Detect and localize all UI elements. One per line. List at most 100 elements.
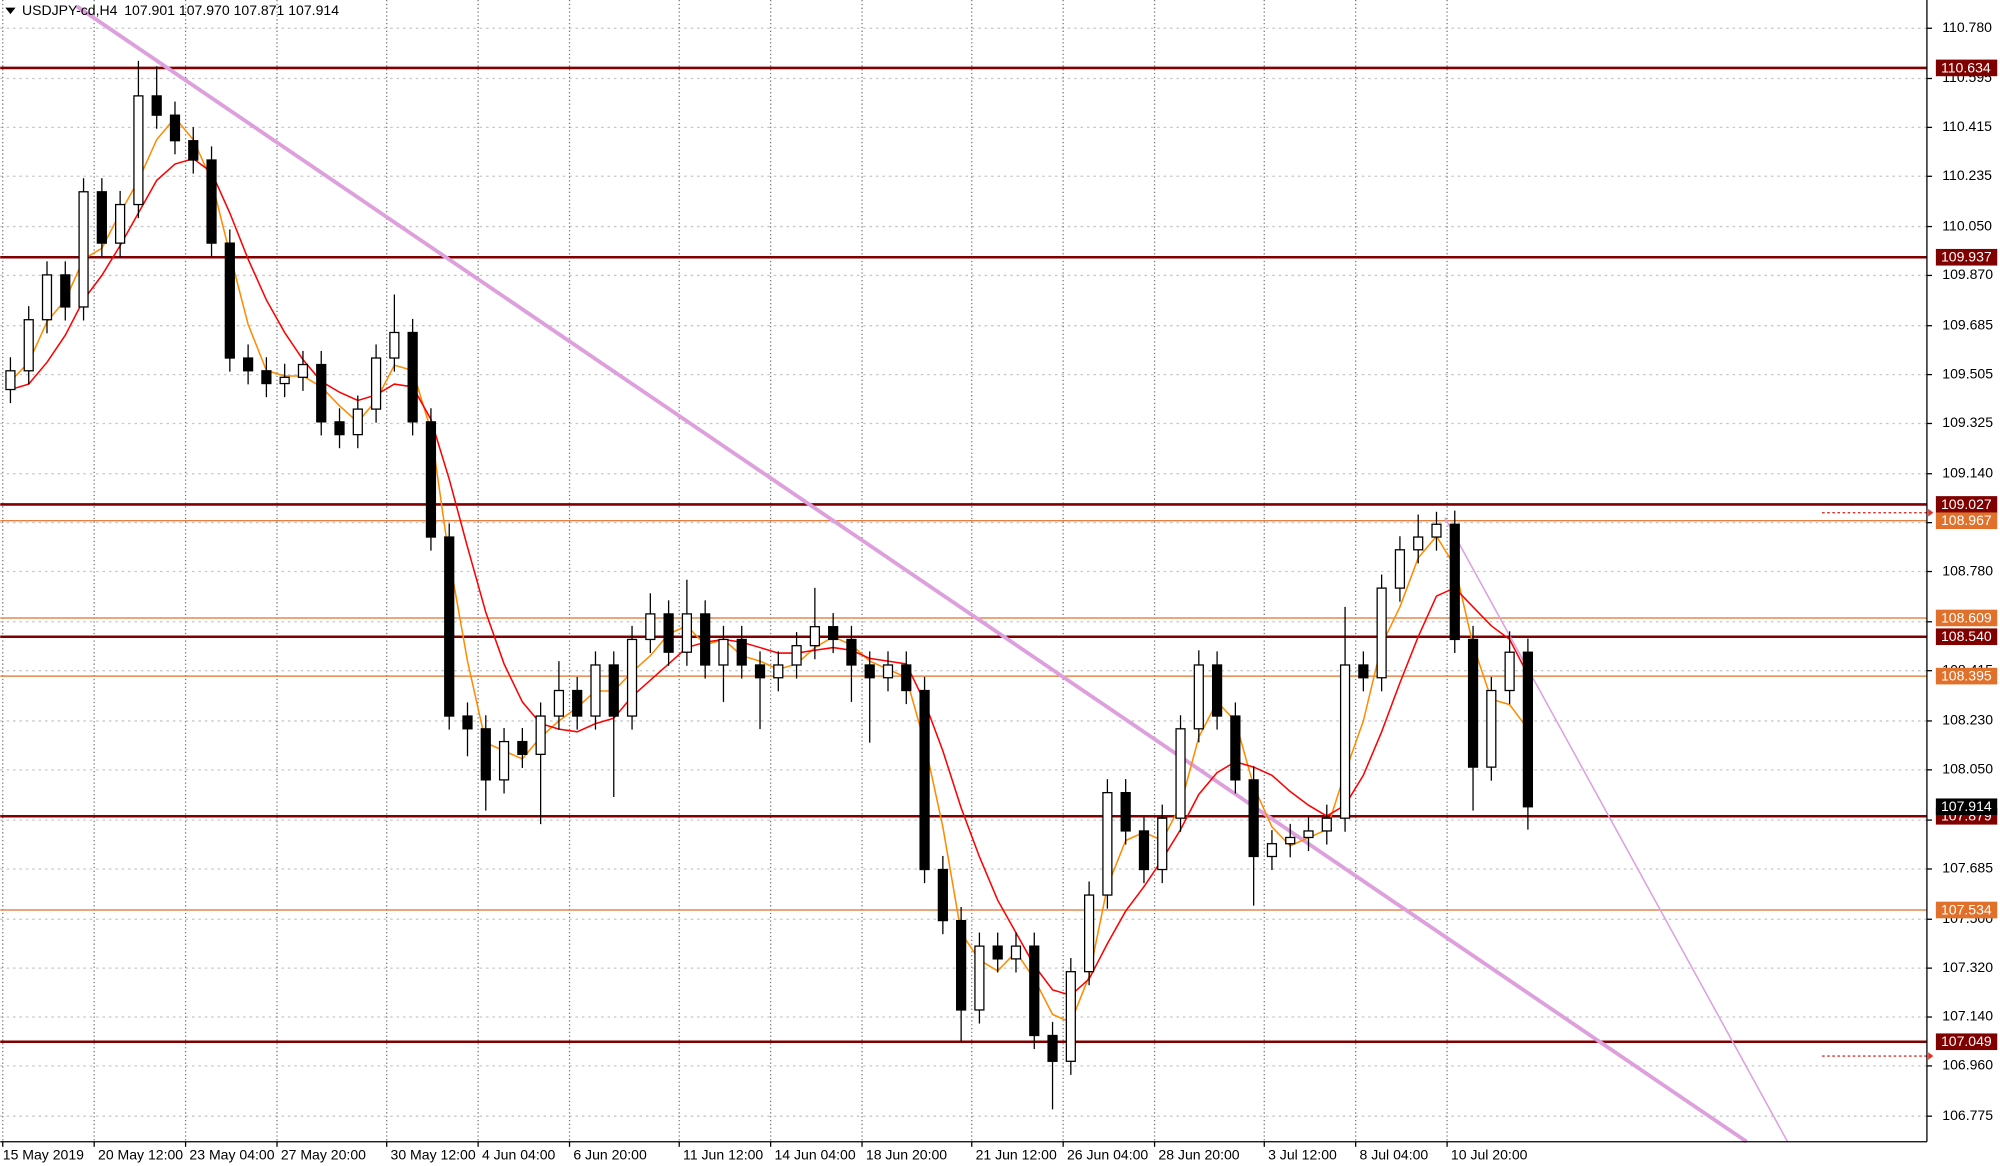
candle-body [1504,651,1515,692]
trend-line [1444,517,1789,1143]
candle-body [151,95,162,116]
x-tick-label: 3 Jul 12:00 [1268,1146,1337,1162]
symbol: USDJPY-cd,H4 [22,2,118,18]
y-tick-label: 108.050 [1942,761,1993,777]
candle-body [261,370,272,385]
candle-body [1394,549,1406,589]
level-box [1935,628,1998,646]
level-label: 107.049 [1941,1033,1992,1049]
x-tick-label: 30 May 12:00 [391,1146,476,1162]
candle-body [96,191,107,244]
candle-body [23,319,34,372]
candle-body [334,421,345,436]
moving-average [10,157,1529,997]
candle-body [535,715,546,755]
candle-body [572,689,583,717]
candle-body [1138,830,1150,871]
candle-body [1413,536,1424,551]
candle-body [1358,664,1369,679]
candle-body [773,664,784,679]
candle-body [700,613,711,666]
candle-body [316,363,327,423]
candle-body [5,370,16,391]
y-tick-label: 109.870 [1942,266,1993,282]
candle-body [809,626,820,647]
candle-body [882,664,894,679]
levels [0,66,1927,1044]
candle-body [1010,945,1022,960]
candle-body [370,357,382,410]
candle-body [1157,817,1168,871]
x-tick-label: 18 Jun 20:00 [866,1146,947,1162]
candle-body [608,664,619,717]
candle-body [206,159,217,244]
x-tick-label: 28 Jun 20:00 [1158,1146,1239,1162]
level-label: 107.534 [1941,901,1992,917]
candle-body [956,919,967,1011]
axis-labels: 110.780110.595110.415110.235110.050109.8… [2,19,1998,1162]
candle-body [1467,638,1479,768]
level-label: 108.395 [1941,667,1992,683]
x-tick-label: 20 May 12:00 [98,1146,183,1162]
candle-body [754,664,766,679]
candle-body [242,357,254,372]
candle-body [1449,523,1460,641]
x-tick-label: 14 Jun 04:00 [774,1146,855,1162]
menu-arrow [5,7,16,15]
level-label: 109.937 [1941,249,1992,265]
candle-body [736,638,747,666]
y-tick-label: 110.780 [1942,19,1992,35]
candle-body [498,740,510,781]
level-label: 108.540 [1941,628,1992,644]
candle-body [1248,779,1259,858]
candle-body [1266,843,1278,858]
x-tick-label: 23 May 04:00 [189,1146,274,1162]
candle-body [663,613,674,653]
candle-body [974,945,985,1011]
x-tick-label: 11 Jun 12:00 [683,1146,763,1162]
candle-body [60,274,71,308]
y-tick-label: 110.050 [1942,217,1992,233]
candle-body [279,376,290,385]
candle-body [115,203,126,244]
trend-line [75,4,1748,1144]
last-price-box [1935,798,1998,816]
level-box [1935,901,1998,919]
candle-body [517,740,528,755]
y-tick-label: 106.960 [1942,1057,1993,1073]
candle-body [1102,792,1113,896]
y-tick-label: 108.230 [1942,712,1993,728]
x-tick-label: 27 May 20:00 [281,1146,366,1162]
x-tick-label: 8 Jul 04:00 [1360,1146,1429,1162]
alert-arrow [1928,1052,1934,1060]
level-box [1935,496,1998,513]
x-tick-label: 10 Jul 20:00 [1451,1146,1528,1162]
level-label: 108.609 [1941,609,1992,625]
candle-body [1339,664,1351,819]
alert-arrow [1928,508,1934,517]
candle-body [901,664,912,692]
candle-body [1486,689,1497,768]
candle-body [297,363,309,378]
moving-averages [9,116,1529,1024]
candle-body [1376,587,1387,679]
candle-body [1193,664,1204,730]
y-tick-label: 110.415 [1942,118,1992,134]
candles [5,60,1534,1110]
candle-body [444,536,455,717]
candle-body [78,191,89,308]
y-tick-label: 109.140 [1942,464,1993,480]
candle-body [1321,817,1332,832]
x-tick-label: 4 Jun 04:00 [482,1146,556,1162]
moving-average [9,116,1529,1024]
candle-body [937,868,948,922]
candle-body [133,95,144,206]
level-box [1935,59,1998,77]
candle-body [1303,830,1314,839]
y-tick-label: 109.505 [1942,365,1993,381]
level-box [1935,667,1998,685]
y-tick-label: 109.685 [1942,316,1993,332]
candle-body [681,613,693,653]
candle-body [224,242,235,359]
x-tick-label: 15 May 2019 [3,1146,84,1162]
